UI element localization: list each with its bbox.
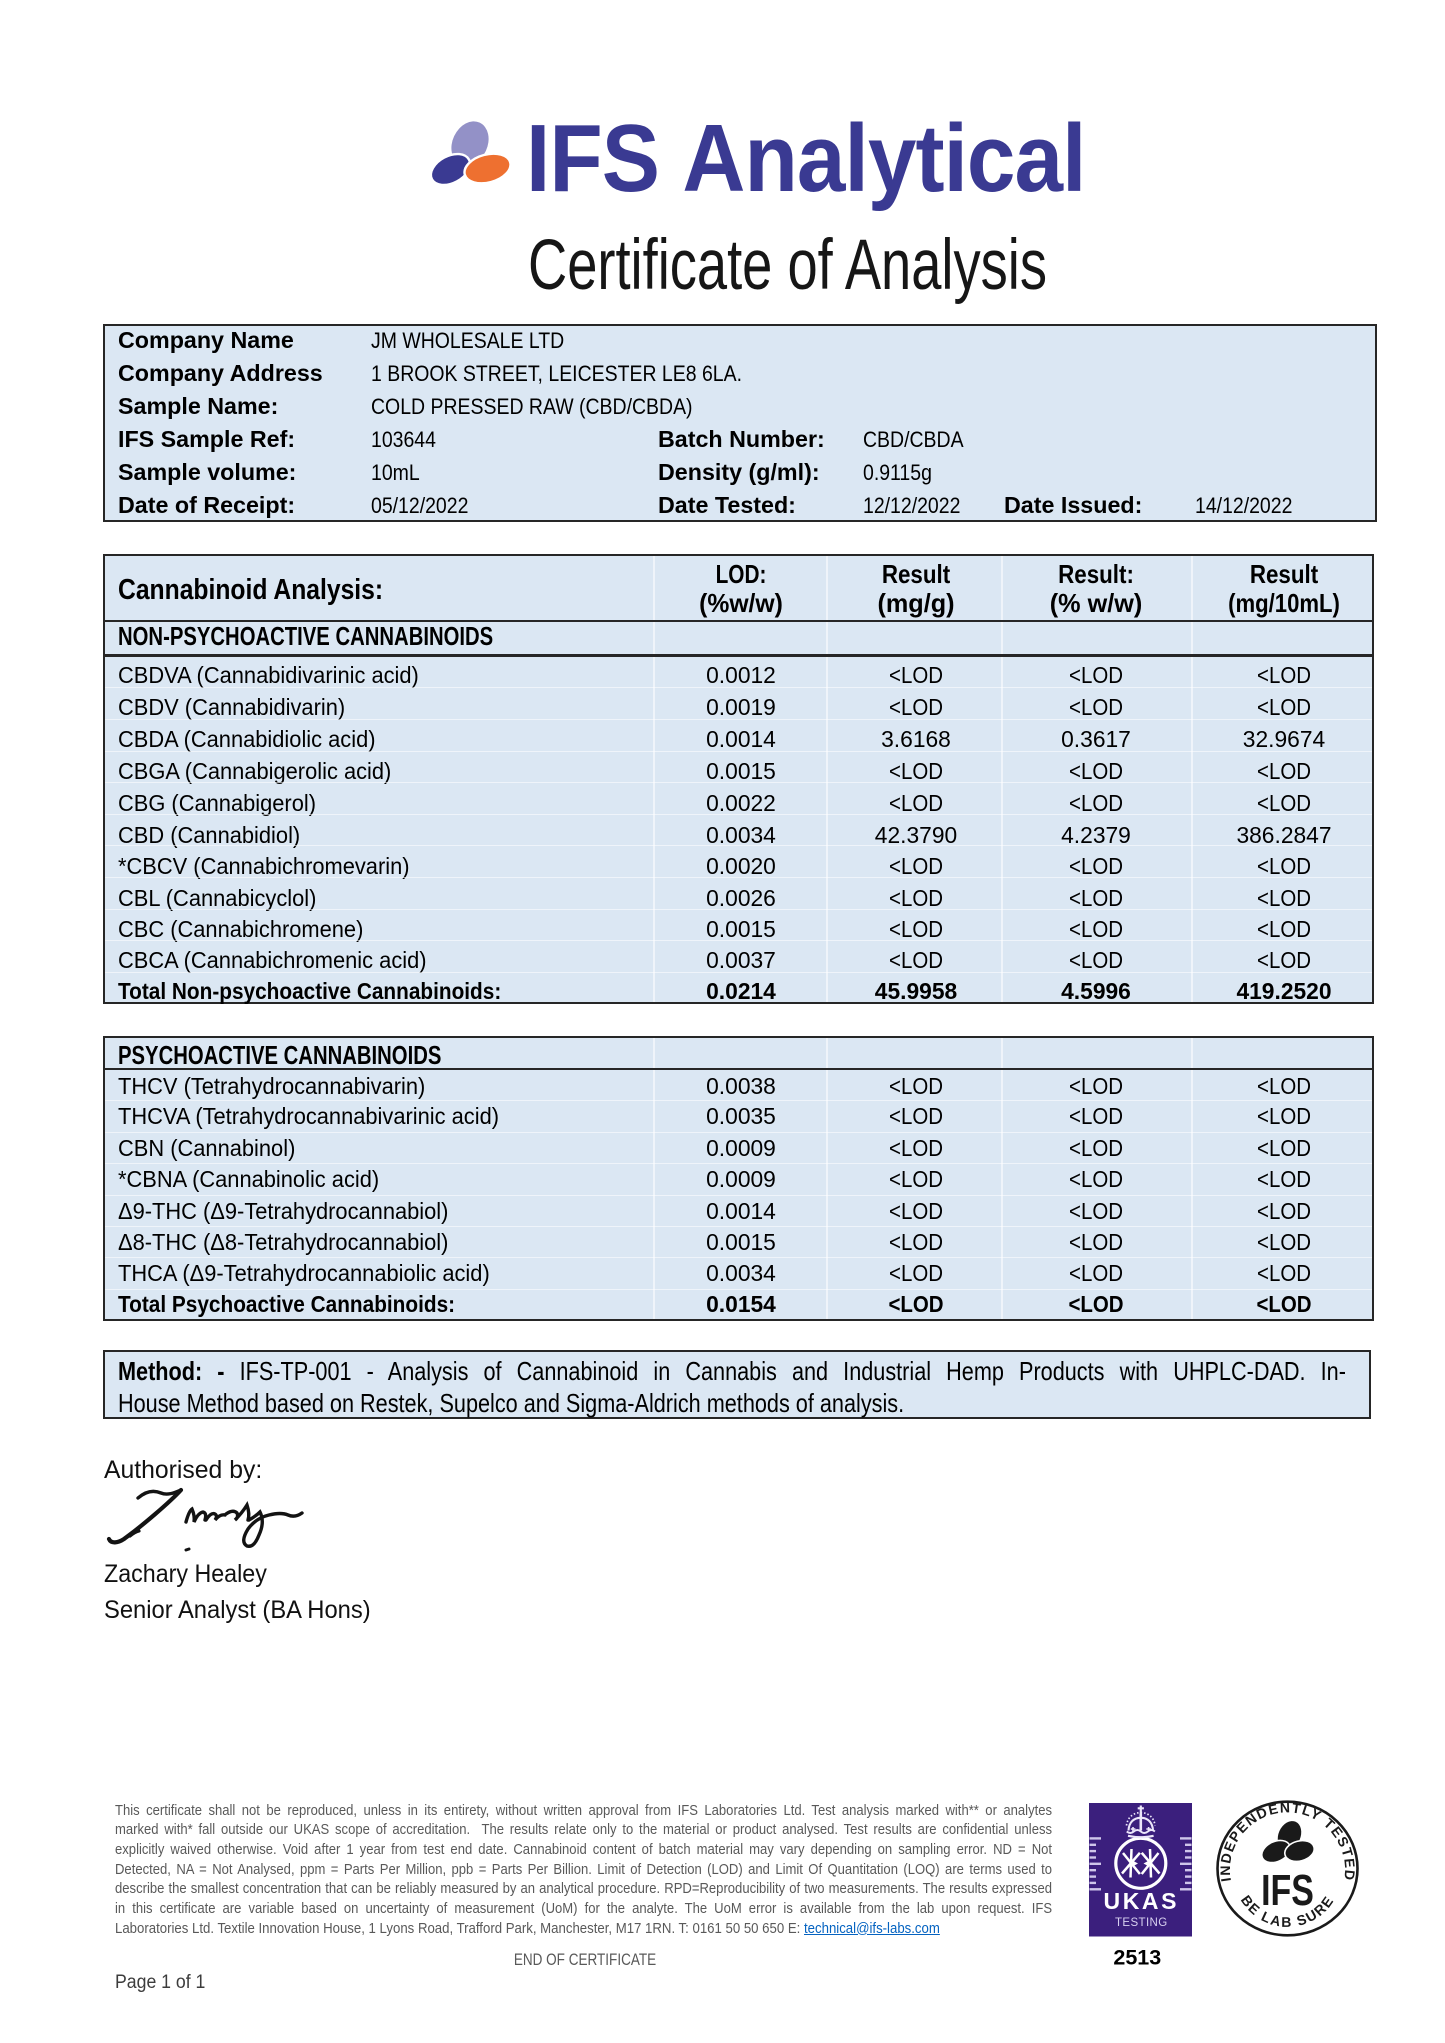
svg-text:IFS: IFS (1261, 1867, 1314, 1915)
svg-text:TESTING: TESTING (1115, 1917, 1168, 1929)
svg-text:UKAS: UKAS (1104, 1888, 1180, 1914)
svg-text:2513: 2513 (1113, 1946, 1161, 1970)
